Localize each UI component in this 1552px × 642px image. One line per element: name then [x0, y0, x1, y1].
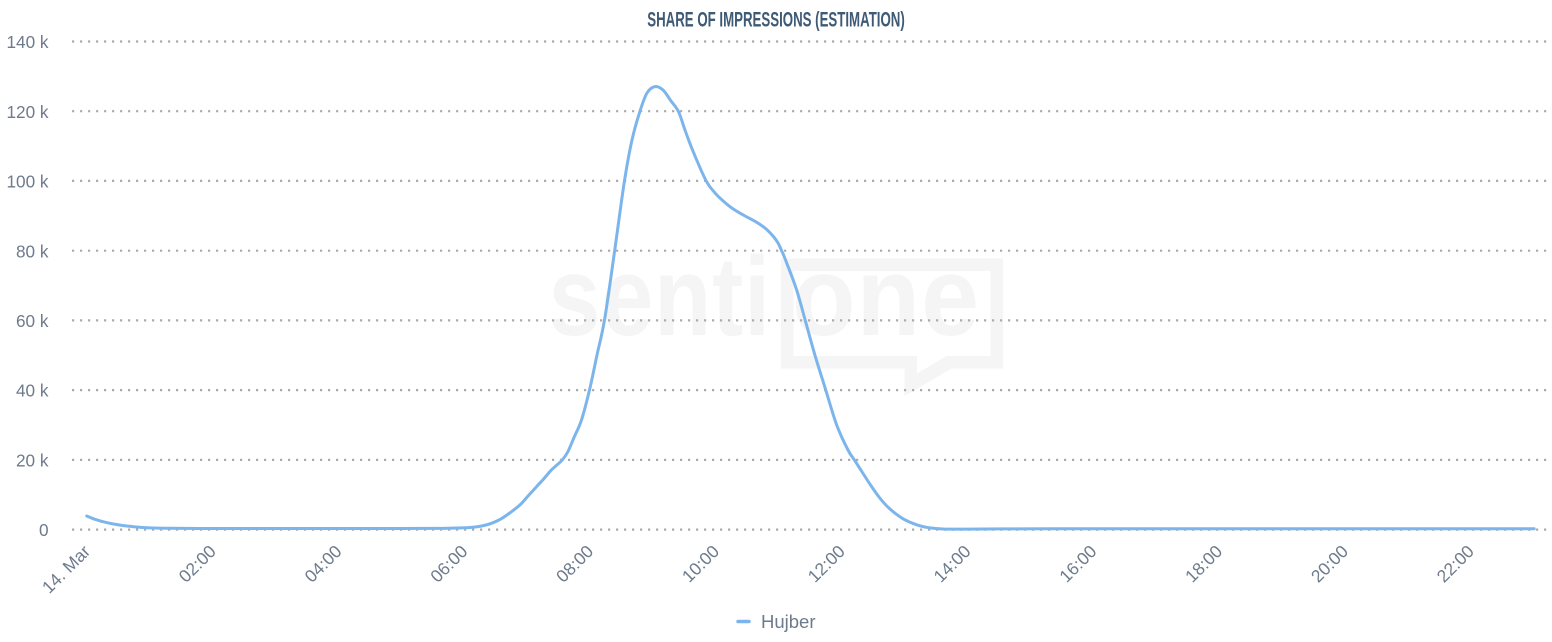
- svg-text:20 k: 20 k: [16, 451, 49, 471]
- svg-text:100 k: 100 k: [6, 172, 48, 192]
- svg-text:senti: senti: [549, 234, 771, 359]
- svg-text:140 k: 140 k: [6, 32, 48, 52]
- svg-text:SHARE OF IMPRESSIONS (ESTIMATI: SHARE OF IMPRESSIONS (ESTIMATION): [647, 7, 905, 31]
- svg-text:60 k: 60 k: [16, 311, 49, 331]
- svg-text:120 k: 120 k: [6, 102, 48, 122]
- svg-text:one: one: [792, 234, 980, 359]
- svg-text:Hujber: Hujber: [761, 611, 816, 632]
- svg-text:0: 0: [39, 520, 49, 540]
- svg-text:40 k: 40 k: [16, 381, 49, 401]
- svg-text:80 k: 80 k: [16, 241, 49, 261]
